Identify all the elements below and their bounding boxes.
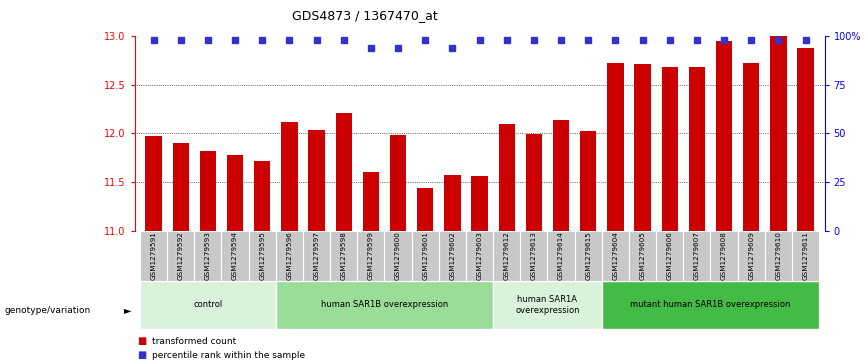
- Bar: [656, 231, 683, 281]
- Text: GSM1279608: GSM1279608: [721, 232, 727, 280]
- Text: mutant human SAR1B overexpression: mutant human SAR1B overexpression: [630, 301, 791, 309]
- Bar: [792, 231, 819, 281]
- Bar: [336, 113, 352, 231]
- Text: human SAR1B overexpression: human SAR1B overexpression: [321, 301, 448, 309]
- Text: GSM1279609: GSM1279609: [748, 232, 754, 280]
- Bar: [498, 124, 515, 231]
- Bar: [602, 281, 819, 329]
- Text: genotype/variation: genotype/variation: [4, 306, 90, 315]
- Text: GSM1279594: GSM1279594: [232, 232, 238, 280]
- Bar: [716, 41, 733, 231]
- Bar: [635, 65, 651, 231]
- Bar: [281, 122, 298, 231]
- Text: GDS4873 / 1367470_at: GDS4873 / 1367470_at: [292, 9, 437, 22]
- Text: transformed count: transformed count: [152, 337, 236, 346]
- Bar: [358, 231, 385, 281]
- Bar: [411, 231, 439, 281]
- Text: GSM1279591: GSM1279591: [150, 232, 156, 280]
- Bar: [140, 281, 276, 329]
- Text: GSM1279614: GSM1279614: [558, 232, 564, 280]
- Bar: [390, 135, 406, 231]
- Text: GSM1279610: GSM1279610: [775, 232, 781, 280]
- Bar: [770, 34, 786, 231]
- Text: GSM1279597: GSM1279597: [313, 232, 319, 280]
- Bar: [168, 231, 194, 281]
- Text: GSM1279603: GSM1279603: [477, 232, 483, 280]
- Text: GSM1279593: GSM1279593: [205, 232, 211, 280]
- Bar: [303, 231, 330, 281]
- Text: ■: ■: [137, 336, 147, 346]
- Text: GSM1279612: GSM1279612: [503, 232, 510, 280]
- Text: percentile rank within the sample: percentile rank within the sample: [152, 351, 305, 359]
- Text: GSM1279595: GSM1279595: [260, 232, 266, 280]
- Text: human SAR1A
overexpression: human SAR1A overexpression: [516, 295, 580, 315]
- Bar: [711, 231, 738, 281]
- Text: GSM1279599: GSM1279599: [368, 232, 374, 280]
- Bar: [548, 231, 575, 281]
- Bar: [493, 231, 520, 281]
- Bar: [743, 64, 760, 231]
- Bar: [798, 48, 813, 231]
- Bar: [526, 134, 542, 231]
- Bar: [661, 68, 678, 231]
- Bar: [308, 130, 325, 231]
- Bar: [553, 120, 569, 231]
- Bar: [471, 176, 488, 231]
- Text: GSM1279596: GSM1279596: [286, 232, 293, 280]
- Bar: [444, 175, 461, 231]
- Bar: [248, 231, 276, 281]
- Text: control: control: [194, 301, 222, 309]
- Bar: [194, 231, 221, 281]
- Bar: [602, 231, 629, 281]
- Bar: [173, 143, 189, 231]
- Bar: [689, 68, 705, 231]
- Text: GSM1279607: GSM1279607: [694, 232, 700, 280]
- Text: GSM1279600: GSM1279600: [395, 232, 401, 280]
- Bar: [276, 231, 303, 281]
- Bar: [254, 160, 270, 231]
- Bar: [738, 231, 765, 281]
- Text: ►: ►: [124, 305, 132, 315]
- Text: GSM1279605: GSM1279605: [640, 232, 646, 280]
- Text: GSM1279606: GSM1279606: [667, 232, 673, 280]
- Text: GSM1279613: GSM1279613: [531, 232, 537, 280]
- Bar: [200, 151, 216, 231]
- Text: GSM1279615: GSM1279615: [585, 232, 591, 280]
- Bar: [580, 131, 596, 231]
- Text: GSM1279601: GSM1279601: [422, 232, 428, 280]
- Text: GSM1279592: GSM1279592: [178, 232, 184, 280]
- Bar: [629, 231, 656, 281]
- Bar: [608, 64, 623, 231]
- Bar: [439, 231, 466, 281]
- Bar: [765, 231, 792, 281]
- Bar: [575, 231, 602, 281]
- Bar: [227, 155, 243, 231]
- Text: GSM1279604: GSM1279604: [613, 232, 618, 280]
- Bar: [418, 188, 433, 231]
- Bar: [140, 231, 168, 281]
- Bar: [493, 281, 602, 329]
- Bar: [385, 231, 411, 281]
- Bar: [363, 172, 379, 231]
- Bar: [330, 231, 358, 281]
- Bar: [221, 231, 248, 281]
- Text: ■: ■: [137, 350, 147, 360]
- Text: GSM1279611: GSM1279611: [803, 232, 809, 280]
- Bar: [683, 231, 711, 281]
- Text: GSM1279598: GSM1279598: [341, 232, 346, 280]
- Bar: [276, 281, 493, 329]
- Bar: [520, 231, 548, 281]
- Bar: [466, 231, 493, 281]
- Text: GSM1279602: GSM1279602: [450, 232, 456, 280]
- Bar: [146, 136, 161, 231]
